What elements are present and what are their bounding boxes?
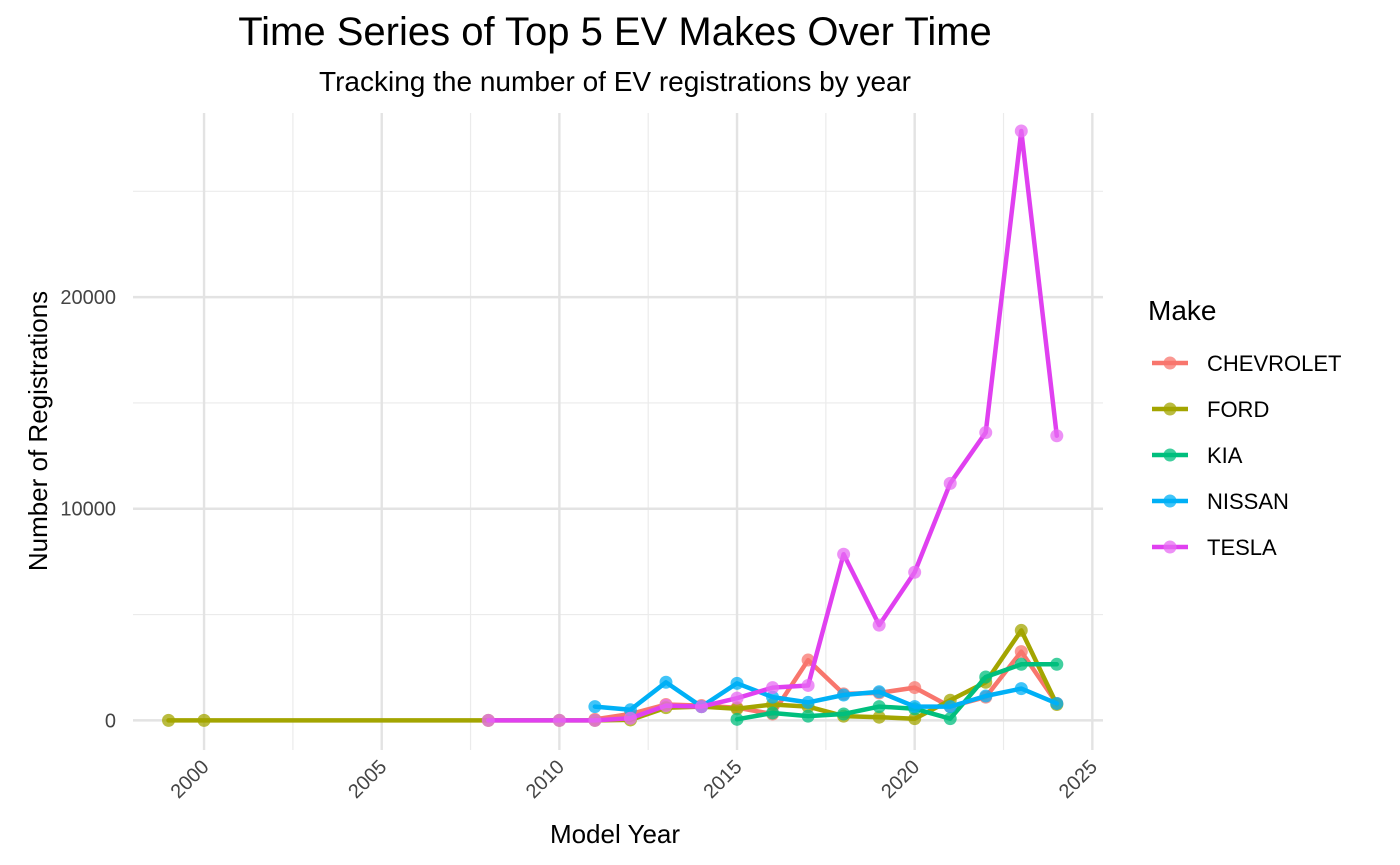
data-point-nissan — [908, 700, 922, 714]
legend-key-point — [1163, 402, 1177, 416]
legend-item-chevrolet: CHEVROLET — [1152, 351, 1341, 376]
chart-subtitle: Tracking the number of EV registrations … — [319, 66, 911, 97]
data-point-chevrolet — [908, 681, 922, 695]
x-axis-title: Model Year — [550, 819, 680, 849]
legend-item-tesla: TESLA — [1152, 535, 1277, 560]
data-point-tesla — [766, 681, 780, 695]
legend-label: FORD — [1207, 397, 1269, 422]
x-tick-label: 2010 — [522, 756, 569, 803]
x-tick-label: 2025 — [1055, 756, 1102, 803]
legend-label: TESLA — [1207, 535, 1277, 560]
data-point-tesla — [694, 700, 708, 714]
data-point-nissan — [801, 695, 815, 709]
y-tick-label: 0 — [105, 710, 116, 732]
data-point-nissan — [766, 690, 780, 704]
data-point-tesla — [1050, 429, 1064, 443]
data-point-tesla — [1014, 124, 1028, 138]
data-point-tesla — [588, 713, 602, 727]
data-point-tesla — [943, 476, 957, 490]
legend-item-kia: KIA — [1152, 443, 1243, 468]
data-point-kia — [766, 706, 780, 720]
legend-key-point — [1163, 540, 1177, 554]
legend: Make CHEVROLET FORD KIA NISSAN TESLA — [1148, 295, 1341, 560]
series-tesla — [481, 124, 1064, 727]
y-axis-title: Number of Registrations — [23, 291, 53, 571]
data-point-nissan — [1050, 696, 1064, 710]
series-line-kia — [734, 662, 1060, 722]
x-axis-ticks: 2000 2005 2010 2015 2020 2025 — [167, 756, 1102, 803]
legend-key-point — [1163, 494, 1177, 508]
data-point-tesla — [801, 678, 815, 692]
data-point-ford — [730, 702, 744, 716]
data-point-tesla — [979, 426, 993, 440]
data-point-nissan — [837, 688, 851, 702]
legend-title: Make — [1148, 295, 1216, 326]
x-tick-label: 2015 — [700, 756, 747, 803]
x-tick-label: 2000 — [167, 756, 214, 803]
y-axis-ticks: 0 10000 20000 — [60, 287, 116, 732]
data-point-tesla — [730, 691, 744, 705]
y-tick-label: 20000 — [60, 287, 116, 309]
series-nissan — [588, 675, 1064, 717]
data-point-nissan — [872, 685, 886, 699]
data-point-kia — [837, 707, 851, 721]
legend-key-point — [1163, 448, 1177, 462]
data-point-ford — [908, 712, 922, 726]
x-tick-label: 2020 — [877, 756, 924, 803]
legend-label: CHEVROLET — [1207, 351, 1341, 376]
legend-label: KIA — [1207, 443, 1243, 468]
data-point-nissan — [659, 675, 673, 689]
data-point-ford — [872, 710, 886, 724]
legend-label: NISSAN — [1207, 489, 1289, 514]
data-point-kia — [1014, 657, 1028, 671]
data-point-ford — [1014, 623, 1028, 637]
data-point-kia — [730, 712, 744, 726]
data-point-ford — [197, 713, 211, 727]
data-point-nissan — [588, 700, 602, 714]
data-point-nissan — [943, 700, 957, 714]
data-point-tesla — [837, 547, 851, 561]
data-point-nissan — [979, 689, 993, 703]
data-point-nissan — [730, 676, 744, 690]
data-point-kia — [801, 709, 815, 723]
series-line-tesla — [486, 128, 1060, 723]
data-point-ford — [162, 713, 176, 727]
series-kia — [730, 657, 1064, 726]
y-tick-label: 10000 — [60, 499, 116, 521]
data-point-tesla — [623, 711, 637, 725]
data-point-kia — [1050, 657, 1064, 671]
data-point-tesla — [481, 713, 495, 727]
data-point-tesla — [552, 713, 566, 727]
data-point-tesla — [872, 618, 886, 632]
data-point-nissan — [1014, 682, 1028, 696]
legend-item-nissan: NISSAN — [1152, 489, 1289, 514]
data-point-kia — [943, 712, 957, 726]
data-point-kia — [872, 700, 886, 714]
legend-item-ford: FORD — [1152, 397, 1269, 422]
data-point-chevrolet — [801, 653, 815, 667]
x-tick-label: 2005 — [344, 756, 391, 803]
data-point-tesla — [659, 699, 673, 713]
grid — [133, 113, 1103, 750]
data-point-kia — [979, 670, 993, 684]
legend-key-point — [1163, 356, 1177, 370]
data-point-tesla — [908, 565, 922, 579]
data-point-chevrolet — [1014, 645, 1028, 659]
series-layer — [162, 124, 1064, 727]
chart-title: Time Series of Top 5 EV Makes Over Time — [238, 10, 992, 54]
